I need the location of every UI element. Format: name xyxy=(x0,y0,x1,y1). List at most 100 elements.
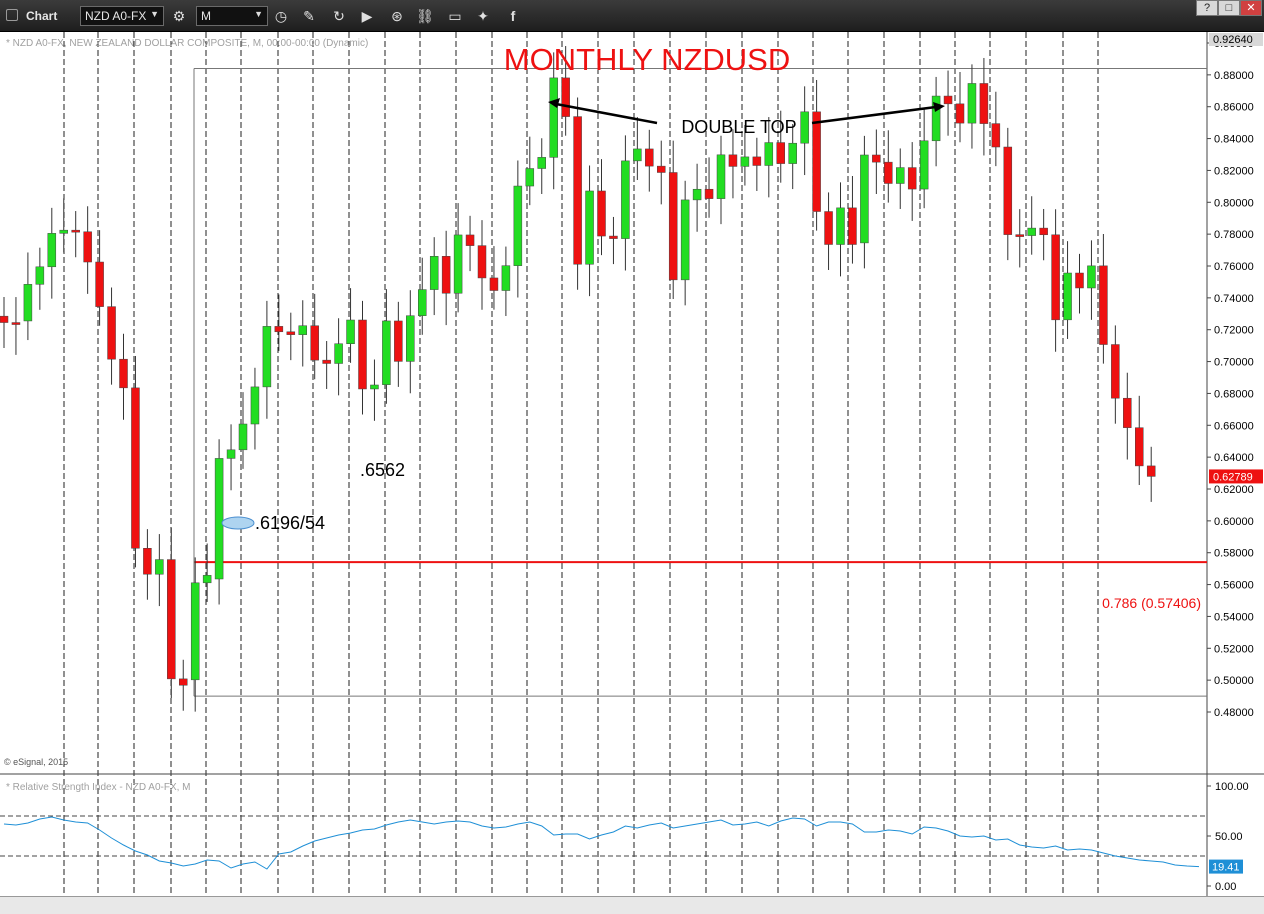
candle-body-23 xyxy=(274,326,284,333)
candle-body-31 xyxy=(370,384,379,390)
y-tick-label-13: 0.74000 xyxy=(1214,293,1254,305)
candle-body-88 xyxy=(1051,234,1060,321)
interval-input[interactable]: M ▼ xyxy=(196,6,268,26)
candle-body-69 xyxy=(824,211,833,245)
chat-icon[interactable]: ▭ xyxy=(448,8,462,24)
gear-icon[interactable]: ⚙ xyxy=(172,8,186,24)
candle-body-95 xyxy=(1135,427,1144,467)
candle-body-36 xyxy=(429,256,439,290)
symbol-value: NZD A0-FX xyxy=(85,9,147,23)
candle-body-62 xyxy=(740,156,750,167)
double-top-arrow-right xyxy=(811,105,937,125)
double-top-label: DOUBLE TOP xyxy=(681,117,796,137)
candle-body-20 xyxy=(238,423,248,451)
y-tick-label-2: 0.52000 xyxy=(1214,643,1254,655)
chart-area: 0.00 50.00 100.00 19.41 0.48000 0.50000 0.520… xyxy=(0,32,1264,896)
y-tick-label-10: 0.68000 xyxy=(1214,388,1254,400)
rsi-title: * Relative Strength Index - NZD A0-FX, M xyxy=(6,782,191,793)
y-tick-label-4: 0.56000 xyxy=(1214,580,1254,592)
candle-body-59 xyxy=(704,188,714,199)
copyright-text: © eSignal, 2015 xyxy=(4,757,68,767)
candle-body-8 xyxy=(95,261,104,307)
candle-body-19 xyxy=(226,449,236,459)
candle-body-51 xyxy=(609,235,618,239)
candle-body-70 xyxy=(836,207,845,245)
candle-body-35 xyxy=(418,289,427,316)
candle-body-91 xyxy=(1087,265,1096,289)
play-icon[interactable]: ▶ xyxy=(361,8,373,24)
candlestick-series xyxy=(0,46,1156,712)
candle-body-80 xyxy=(955,103,965,124)
refresh-icon[interactable]: ↻ xyxy=(333,8,345,24)
candle-body-28 xyxy=(334,343,343,364)
candle-body-52 xyxy=(621,160,630,239)
y-tick-label-6: 0.60000 xyxy=(1214,516,1254,528)
candle-body-3 xyxy=(35,266,45,285)
candle-body-79 xyxy=(943,95,953,105)
chart-window-icon xyxy=(6,9,18,21)
twitter-icon[interactable]: ✦ xyxy=(477,8,489,24)
candle-body-93 xyxy=(1111,344,1120,399)
candle-body-86 xyxy=(1027,227,1036,236)
link-icon[interactable]: ⛓ xyxy=(416,8,434,24)
rsi-tick-label-2: 100.00 xyxy=(1215,781,1249,793)
candle-body-76 xyxy=(907,167,917,190)
rsi-last-label: 19.41 xyxy=(1212,862,1240,874)
candle-body-75 xyxy=(896,167,905,184)
candle-body-50 xyxy=(597,190,606,237)
interval-dropdown-icon[interactable]: ▼ xyxy=(254,9,263,19)
vertical-gridlines xyxy=(0,32,1264,896)
symbol-dropdown-icon[interactable]: ▼ xyxy=(150,9,159,19)
double-top-arrow-left xyxy=(555,102,658,125)
candle-body-44 xyxy=(525,168,535,187)
candle-body-1 xyxy=(11,322,21,325)
candle-body-96 xyxy=(1146,465,1156,477)
candle-body-78 xyxy=(931,95,941,142)
y-tick-label-16: 0.80000 xyxy=(1214,197,1254,209)
support-ellipse xyxy=(221,516,255,530)
y-tick-label-12: 0.72000 xyxy=(1214,325,1254,337)
facebook-icon[interactable]: f xyxy=(510,8,516,24)
candle-body-10 xyxy=(119,358,128,389)
candle-body-81 xyxy=(967,83,977,124)
candle-body-72 xyxy=(860,154,869,244)
candle-body-92 xyxy=(1099,265,1108,345)
candle-body-41 xyxy=(489,277,499,291)
candle-body-24 xyxy=(286,331,296,335)
pencil-icon[interactable]: ✎ xyxy=(303,8,315,24)
help-button[interactable]: ? xyxy=(1196,0,1218,16)
double-top-arrowhead-right xyxy=(933,102,945,112)
restore-button[interactable]: □ xyxy=(1218,0,1240,16)
y-tick-label-7: 0.62000 xyxy=(1214,484,1254,496)
candle-body-47 xyxy=(561,77,570,117)
candle-body-85 xyxy=(1015,234,1024,237)
symbol-input[interactable]: NZD A0-FX ▼ xyxy=(80,6,164,26)
study-title: * NZD A0-FX, NEW ZEALAND DOLLAR COMPOSIT… xyxy=(6,38,368,49)
status-bar xyxy=(0,896,1264,914)
candle-body-13 xyxy=(155,559,164,575)
alert-icon[interactable]: ⊛ xyxy=(391,8,403,24)
clock-icon[interactable]: ◷ xyxy=(274,8,288,24)
candle-body-66 xyxy=(788,142,797,164)
y-tick-label-15: 0.78000 xyxy=(1214,229,1254,241)
y-tick-label-1: 0.50000 xyxy=(1214,675,1254,687)
candle-body-57 xyxy=(680,199,690,281)
candle-body-73 xyxy=(872,154,881,163)
candle-body-12 xyxy=(143,548,152,575)
y-tick-label-0: 0.48000 xyxy=(1214,707,1254,719)
candle-body-56 xyxy=(668,172,678,281)
candle-body-42 xyxy=(501,265,511,291)
y-tick-label-5: 0.58000 xyxy=(1214,548,1254,560)
y-tick-label-11: 0.70000 xyxy=(1214,357,1254,369)
candle-body-49 xyxy=(585,190,594,265)
candle-body-39 xyxy=(465,234,475,246)
candle-body-90 xyxy=(1075,272,1084,289)
candle-body-58 xyxy=(692,188,702,201)
candle-body-29 xyxy=(346,319,355,344)
candle-body-55 xyxy=(657,165,666,173)
close-button[interactable]: ✕ xyxy=(1240,0,1262,16)
candle-body-45 xyxy=(537,157,546,169)
y-top-label-bg xyxy=(1209,33,1263,46)
support-6196-label: .6196/54 xyxy=(255,513,325,533)
y-tick-label-18: 0.84000 xyxy=(1214,134,1254,146)
